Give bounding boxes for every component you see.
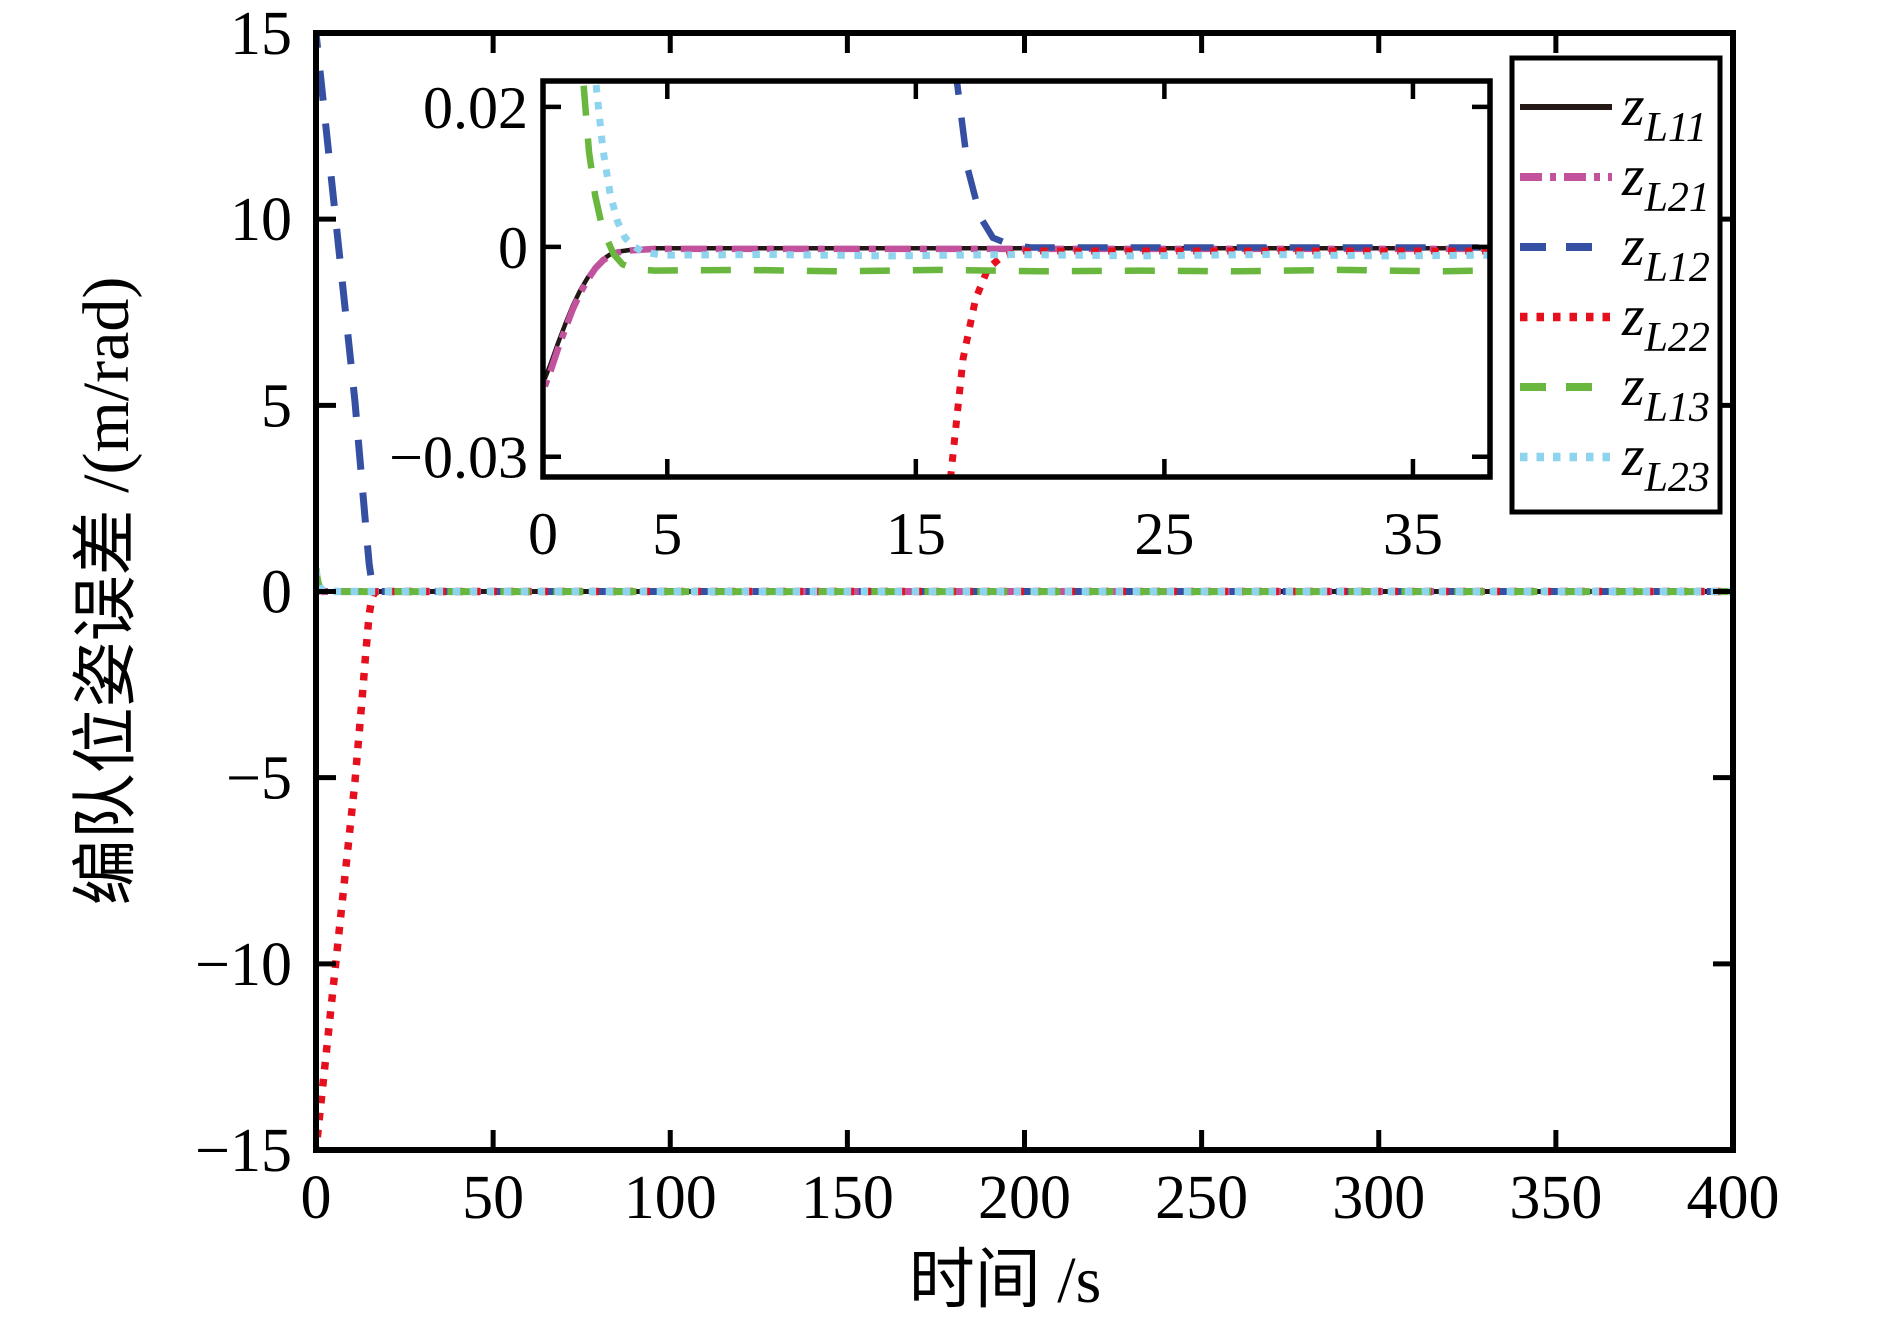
main-x-tick-label: 100: [624, 1164, 717, 1232]
main-x-tick-label: 300: [1332, 1164, 1425, 1232]
main-y-tick-label: −15: [195, 1117, 292, 1185]
series-line-zL13: [316, 567, 1733, 596]
inset-y-tick-label: 0.02: [423, 75, 528, 141]
inset-x-tick-label: 0: [528, 501, 558, 567]
legend-label-sub-zL23: L23: [1644, 455, 1710, 501]
legend-label-sub-zL13: L13: [1644, 385, 1710, 431]
inset-background: [543, 81, 1490, 477]
legend-label-zL11: zL11: [1621, 73, 1707, 151]
legend-label-main-zL23: z: [1621, 423, 1645, 488]
legend-label-main-zL22: z: [1621, 283, 1645, 348]
legend-label-sub-zL22: L22: [1644, 315, 1710, 361]
inset-series-line-zL23: [592, 81, 1488, 260]
inset-y-tick-label: −0.03: [389, 425, 528, 491]
inset-x-tick-label: 15: [886, 501, 946, 567]
legend-label-zL21: zL21: [1621, 143, 1710, 221]
inset-x-tick-label: 25: [1134, 501, 1194, 567]
series-line-zL12: [316, 33, 1733, 595]
legend-label-sub-zL11: L11: [1644, 105, 1707, 151]
inset-series-group: [543, 81, 1488, 477]
inset-series-line-zL21: [543, 245, 1488, 393]
legend-label-main-zL13: z: [1621, 353, 1645, 418]
y-axis-label: 编队位姿误差 /(m/rad): [70, 277, 143, 906]
inset-y-tick-label: 0: [498, 215, 528, 281]
main-y-tick-label: −10: [195, 931, 292, 999]
legend-box: [1509, 55, 1723, 515]
legend-label-zL12: zL12: [1621, 213, 1710, 291]
inset-series-line-zL12: [953, 81, 1488, 251]
legend-label-sub-zL12: L12: [1644, 245, 1710, 291]
main-x-tick-label: 350: [1509, 1164, 1602, 1232]
inset-axes-box: [540, 78, 1493, 480]
inset-x-tick-label: 35: [1383, 501, 1443, 567]
legend-label-sub-zL21: L21: [1644, 175, 1710, 221]
main-x-tick-label: 150: [801, 1164, 894, 1232]
inset-series-line-zL13: [580, 81, 1488, 275]
main-y-tick-label: 15: [230, 0, 292, 68]
legend-label-main-zL11: z: [1621, 73, 1645, 138]
series-line-zL23: [316, 570, 1733, 596]
inset-x-tick-label: 5: [652, 501, 682, 567]
main-y-tick-label: −5: [226, 745, 292, 813]
legend-label-zL23: zL23: [1621, 423, 1710, 501]
main-x-tick-label: 0: [301, 1164, 332, 1232]
legend-label-zL22: zL22: [1621, 283, 1710, 361]
main-y-tick-label: 0: [261, 559, 292, 627]
legend-label-zL13: zL13: [1621, 353, 1710, 431]
x-axis-label: 时间 /s: [909, 1244, 1102, 1317]
main-x-tick-label: 400: [1687, 1164, 1780, 1232]
main-x-tick-label: 50: [462, 1164, 524, 1232]
main-y-tick-label: 5: [261, 372, 292, 440]
legend-label-main-zL21: z: [1621, 143, 1645, 208]
main-x-tick-label: 250: [1155, 1164, 1248, 1232]
main-y-tick-label: 10: [230, 186, 292, 254]
legend-label-main-zL12: z: [1621, 213, 1645, 278]
main-x-tick-label: 200: [978, 1164, 1071, 1232]
